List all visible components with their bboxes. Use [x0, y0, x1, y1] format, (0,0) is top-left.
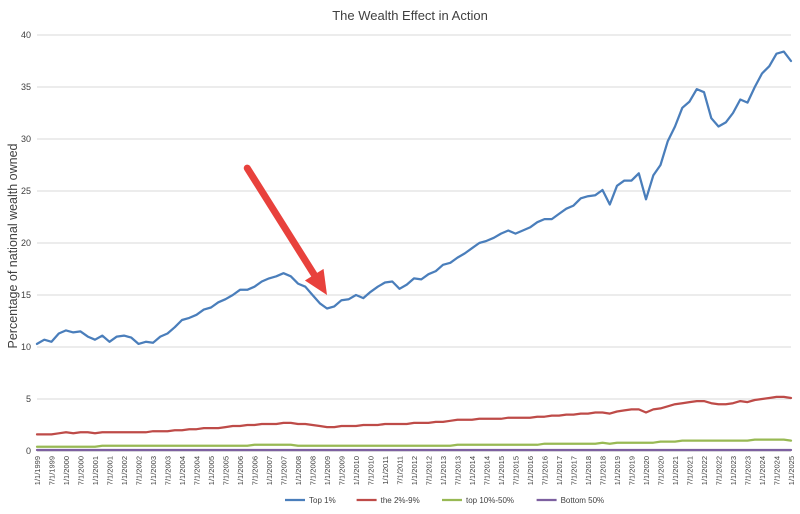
x-tick-label: 7/1/2004 [193, 456, 202, 485]
x-tick-label: 7/1/2024 [773, 456, 782, 485]
x-tick-label: 1/1/2020 [642, 456, 651, 485]
x-tick-label: 1/1/2024 [758, 456, 767, 485]
y-tick-label: 5 [26, 394, 31, 404]
y-tick-label: 15 [21, 290, 31, 300]
x-tick-label: 7/1/2003 [164, 456, 173, 485]
x-tick-label: 1/1/2012 [410, 456, 419, 485]
x-tick-label: 7/1/2014 [483, 456, 492, 485]
x-tick-label: 1/1/2015 [497, 456, 506, 485]
y-tick-label: 10 [21, 342, 31, 352]
annotation-arrow-shaft [243, 164, 318, 279]
y-tick-label: 0 [26, 446, 31, 456]
x-tick-label: 7/1/2002 [135, 456, 144, 485]
x-tick-label: 7/1/2005 [222, 456, 231, 485]
x-tick-label: 1/1/2010 [352, 456, 361, 485]
x-tick-label: 7/1/2011 [396, 456, 405, 485]
y-axis-ticks: 0 5 10 15 20 25 30 35 40 [21, 30, 31, 456]
x-tick-label: 7/1/2020 [657, 456, 666, 485]
x-tick-label: 7/1/2013 [454, 456, 463, 485]
x-tick-label: 1/1/2019 [613, 456, 622, 485]
x-tick-label: 1/1/2025 [787, 456, 796, 485]
x-tick-label: 7/1/2019 [628, 456, 637, 485]
x-tick-label: 1/1/2000 [62, 456, 71, 485]
x-tick-label: 1/1/2005 [207, 456, 216, 485]
x-tick-label: 7/1/2006 [251, 456, 260, 485]
legend-label: top 10%-50% [466, 496, 514, 505]
x-tick-label: 1/1/2006 [236, 456, 245, 485]
x-tick-label: 7/1/2018 [599, 456, 608, 485]
x-tick-label: 7/1/2007 [280, 456, 289, 485]
x-tick-label: 7/1/2009 [338, 456, 347, 485]
x-tick-label: 7/1/2022 [715, 456, 724, 485]
x-tick-label: 1/1/2003 [149, 456, 158, 485]
x-tick-label: 7/1/2012 [425, 456, 434, 485]
series-line [35, 50, 793, 346]
y-tick-label: 25 [21, 186, 31, 196]
x-tick-label: 7/1/2008 [309, 456, 318, 485]
x-tick-label: 1/1/2007 [265, 456, 274, 485]
x-tick-label: 7/1/2023 [744, 456, 753, 485]
legend-label: the 2%-9% [381, 496, 420, 505]
series-line [35, 395, 793, 436]
x-tick-label: 1/1/2009 [323, 456, 332, 485]
y-tick-label: 35 [21, 82, 31, 92]
x-tick-label: 1/1/2022 [700, 456, 709, 485]
x-tick-label: 1/1/2001 [91, 456, 100, 485]
x-tick-label: 7/1/2016 [541, 456, 550, 485]
x-tick-label: 1/1/2011 [381, 456, 390, 485]
y-tick-label: 40 [21, 30, 31, 40]
annotation-arrow-head [304, 268, 327, 295]
x-tick-label: 1/1/2018 [584, 456, 593, 485]
y-tick-label: 30 [21, 134, 31, 144]
x-tick-label: 1/1/1999 [33, 456, 42, 485]
series-lines [35, 50, 793, 452]
x-tick-label: 1/1/2008 [294, 456, 303, 485]
x-axis-ticks: 1/1/1999 7/1/1999 1/1/2000 7/1/2000 1/1/2001… [33, 456, 796, 485]
legend-label: Bottom 50% [561, 496, 605, 505]
x-tick-label: 1/1/2013 [439, 456, 448, 485]
x-tick-label: 1/1/2004 [178, 456, 187, 485]
x-tick-label: 7/1/2017 [570, 456, 579, 485]
x-tick-label: 7/1/2001 [106, 456, 115, 485]
chart-title: The Wealth Effect in Action [332, 8, 488, 23]
legend: Top 1% the 2%-9% top 10%-50% Bottom 50% [285, 496, 604, 505]
x-tick-label: 1/1/2023 [729, 456, 738, 485]
x-tick-label: 7/1/2015 [512, 456, 521, 485]
legend-label: Top 1% [309, 496, 336, 505]
series-line [35, 438, 793, 448]
x-tick-label: 7/1/2000 [77, 456, 86, 485]
y-tick-label: 20 [21, 238, 31, 248]
y-axis-label: Percentage of national wealth owned [6, 143, 20, 348]
gridlines [37, 34, 791, 452]
x-tick-label: 1/1/2014 [468, 456, 477, 485]
x-tick-label: 7/1/2010 [367, 456, 376, 485]
x-tick-label: 1/1/2002 [120, 456, 129, 485]
x-tick-label: 7/1/1999 [48, 456, 57, 485]
x-tick-label: 1/1/2016 [526, 456, 535, 485]
x-tick-label: 1/1/2017 [555, 456, 564, 485]
x-tick-label: 1/1/2021 [671, 456, 680, 485]
x-tick-label: 7/1/2021 [686, 456, 695, 485]
annotations [243, 164, 327, 295]
